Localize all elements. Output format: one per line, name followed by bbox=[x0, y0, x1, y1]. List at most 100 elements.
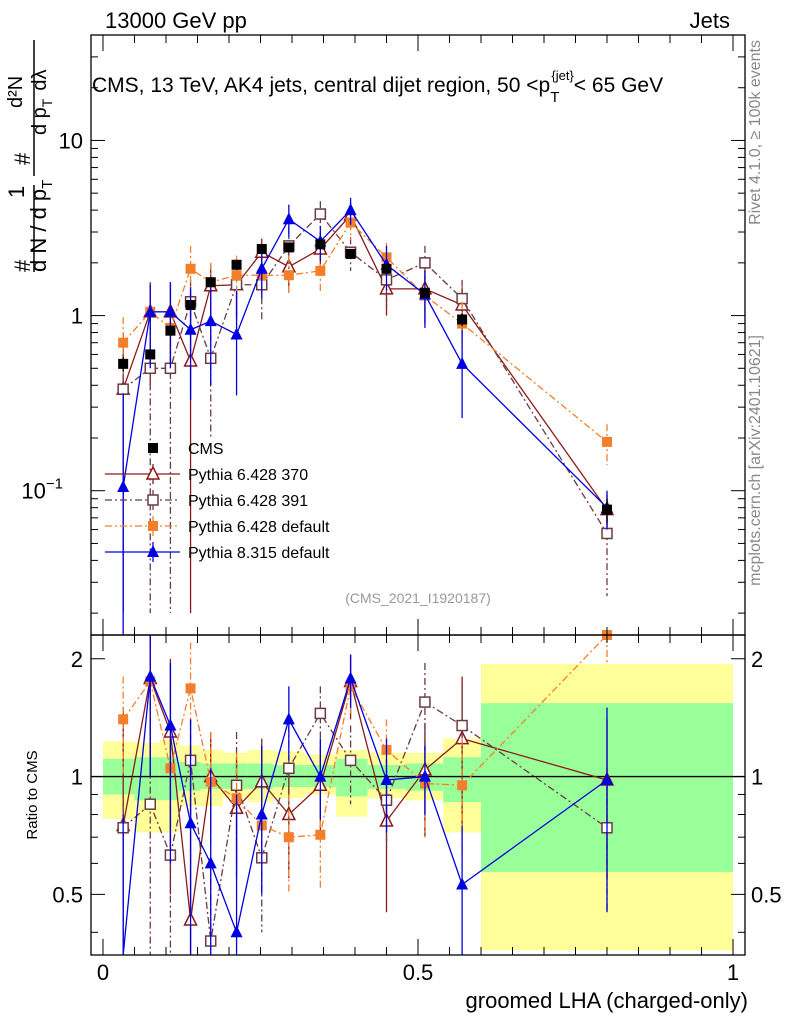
plot-title-main: CMS, 13 TeV, AK4 jets, central dijet reg… bbox=[92, 74, 550, 97]
ratio-point-pythia-8-315-default bbox=[456, 877, 469, 890]
legend-marker-pythia-6-428-default bbox=[148, 521, 158, 531]
ylabel-dpt: d pTdλ bbox=[29, 70, 55, 136]
ylabel-one: 1 bbox=[4, 186, 29, 198]
ratio-point-pythia-6-428-default bbox=[118, 714, 129, 725]
header-right: Jets bbox=[690, 8, 730, 33]
point-cms bbox=[315, 239, 326, 250]
point-pythia-8-315-default bbox=[117, 479, 130, 492]
ratio-y-tick-label-left: 1 bbox=[71, 765, 83, 790]
ratio-point-pythia-8-315-default bbox=[204, 856, 217, 869]
plot-title: CMS, 13 TeV, AK4 jets, central dijet reg… bbox=[92, 68, 663, 106]
ratio-point-pythia-6-428-391 bbox=[144, 798, 156, 810]
point-pythia-6-428-default bbox=[602, 436, 612, 447]
point-cms bbox=[185, 299, 196, 310]
point-pythia-8-315-default bbox=[230, 327, 243, 340]
ratio-y-tick-label-right: 2 bbox=[751, 647, 763, 672]
ratio-y-tick-label-right: 0.5 bbox=[751, 882, 782, 907]
point-cms bbox=[231, 259, 242, 270]
point-cms bbox=[256, 243, 267, 254]
point-pythia-8-315-default bbox=[144, 304, 157, 317]
plot-title-end: < 65 GeV bbox=[574, 74, 663, 97]
ratio-point-pythia-6-428-391 bbox=[314, 707, 327, 720]
point-pythia-8-315-default bbox=[255, 261, 268, 274]
point-cms bbox=[345, 248, 356, 259]
point-pythia-6-428-default bbox=[315, 265, 326, 276]
point-cms bbox=[419, 287, 430, 298]
plot-title-sub: T bbox=[550, 89, 559, 106]
series-line-pythia-6-428-default bbox=[122, 221, 608, 443]
ratio-point-pythia-6-428-391 bbox=[456, 719, 468, 732]
ratio-point-pythia-6-428-391 bbox=[419, 696, 431, 708]
ratio-line-pythia-6-428-391 bbox=[122, 701, 608, 942]
series-line-pythia-6-428-370 bbox=[122, 213, 608, 510]
mcplots-label: mcplots.cern.ch [arXiv:2401.10621] bbox=[747, 335, 764, 586]
point-pythia-6-428-default bbox=[283, 270, 294, 281]
point-pythia-8-315-default bbox=[184, 322, 197, 335]
legend: CMS Pythia 6.428 370 Pythia 6.428 391 Pythi… bbox=[105, 441, 330, 562]
point-cms bbox=[118, 358, 129, 369]
point-pythia-8-315-default bbox=[282, 212, 295, 225]
ratio-point-pythia-8-315-default bbox=[314, 769, 327, 782]
plot-title-sup: {jet} bbox=[551, 68, 574, 83]
legend-label-pythia-6-428-default: Pythia 6.428 default bbox=[188, 519, 330, 536]
ratio-plot-marks bbox=[115, 630, 615, 956]
point-cms bbox=[145, 349, 156, 360]
point-pythia-6-428-default bbox=[185, 263, 196, 274]
legend-label-cms: CMS bbox=[188, 441, 224, 458]
ratio-ylabel: Ratio to CMS bbox=[24, 750, 41, 839]
point-pythia-6-428-391 bbox=[419, 257, 431, 269]
point-pythia-8-315-default bbox=[456, 356, 469, 369]
ratio-point-pythia-8-315-default bbox=[282, 712, 295, 725]
ylabel-d2n: d²N bbox=[5, 76, 27, 108]
ratio-point-pythia-6-428-default bbox=[185, 683, 196, 694]
point-cms bbox=[165, 325, 176, 336]
legend-label-pythia-6-428-391: Pythia 6.428 391 bbox=[188, 493, 308, 510]
point-cms bbox=[602, 504, 612, 515]
ylabel-hash1: # bbox=[10, 259, 35, 272]
ratio-point-pythia-6-428-default bbox=[283, 832, 294, 843]
main-y-tick-label: 10 bbox=[59, 128, 83, 153]
main-y-tick-label: 1 bbox=[71, 304, 83, 329]
ratio-point-pythia-8-315-default bbox=[344, 671, 357, 684]
ratio-point-pythia-6-428-default bbox=[457, 780, 468, 791]
point-pythia-8-315-default bbox=[204, 314, 217, 327]
point-cms bbox=[283, 242, 294, 253]
header-left: 13000 GeV pp bbox=[105, 8, 247, 33]
ratio-point-pythia-6-428-default bbox=[315, 829, 326, 840]
ratio-point-pythia-8-315-default bbox=[601, 772, 613, 785]
legend-marker-pythia-6-428-391 bbox=[147, 494, 159, 506]
main-y-tick-label: 10−1 bbox=[21, 476, 63, 504]
series-line-pythia-8-315-default bbox=[122, 209, 608, 509]
ylabel-dn: d N / d pT bbox=[26, 180, 56, 272]
main-ylabel: # 1 d N / d pT # d²N d pTdλ bbox=[4, 40, 56, 272]
point-pythia-6-428-391 bbox=[117, 383, 129, 395]
x-tick-label: 1 bbox=[727, 960, 739, 985]
point-pythia-6-428-391 bbox=[314, 208, 327, 220]
series-line-pythia-6-428-391 bbox=[122, 213, 608, 534]
analysis-id: (CMS_2021_I1920187) bbox=[345, 590, 491, 606]
ylabel-hash2: # bbox=[10, 152, 35, 165]
ratio-y-tick-label-left: 2 bbox=[71, 647, 83, 672]
legend-label-pythia-8-315-default: Pythia 8.315 default bbox=[188, 545, 330, 562]
ratio-point-pythia-8-315-default bbox=[164, 718, 177, 731]
main-plot-marks bbox=[115, 197, 615, 635]
point-pythia-6-428-391 bbox=[601, 527, 613, 540]
axes-frames: 10 1 10−1 2 2 1 1 0.5 0.5 0 0.5 1 bbox=[21, 34, 782, 985]
point-pythia-8-315-default bbox=[164, 304, 177, 317]
rivet-label: Rivet 4.1.0, ≥ 100k events bbox=[747, 40, 764, 225]
ratio-line-pythia-8-315-default bbox=[122, 676, 608, 956]
ratio-point-pythia-6-428-391 bbox=[283, 762, 295, 775]
point-pythia-6-428-default bbox=[231, 270, 242, 281]
ratio-point-pythia-8-315-default bbox=[380, 772, 393, 785]
ratio-line-pythia-6-428-default bbox=[122, 634, 608, 838]
legend-marker-cms bbox=[148, 443, 158, 453]
point-cms bbox=[205, 277, 216, 288]
ratio-point-pythia-8-315-default bbox=[184, 816, 197, 829]
x-tick-label: 0 bbox=[97, 960, 109, 985]
ratio-point-pythia-8-315-default bbox=[230, 925, 243, 938]
ratio-point-pythia-6-428-391 bbox=[344, 754, 357, 767]
ratio-y-tick-label-left: 0.5 bbox=[52, 882, 83, 907]
point-pythia-8-315-default bbox=[344, 203, 357, 216]
legend-marker-pythia-6-428-370 bbox=[145, 465, 161, 480]
